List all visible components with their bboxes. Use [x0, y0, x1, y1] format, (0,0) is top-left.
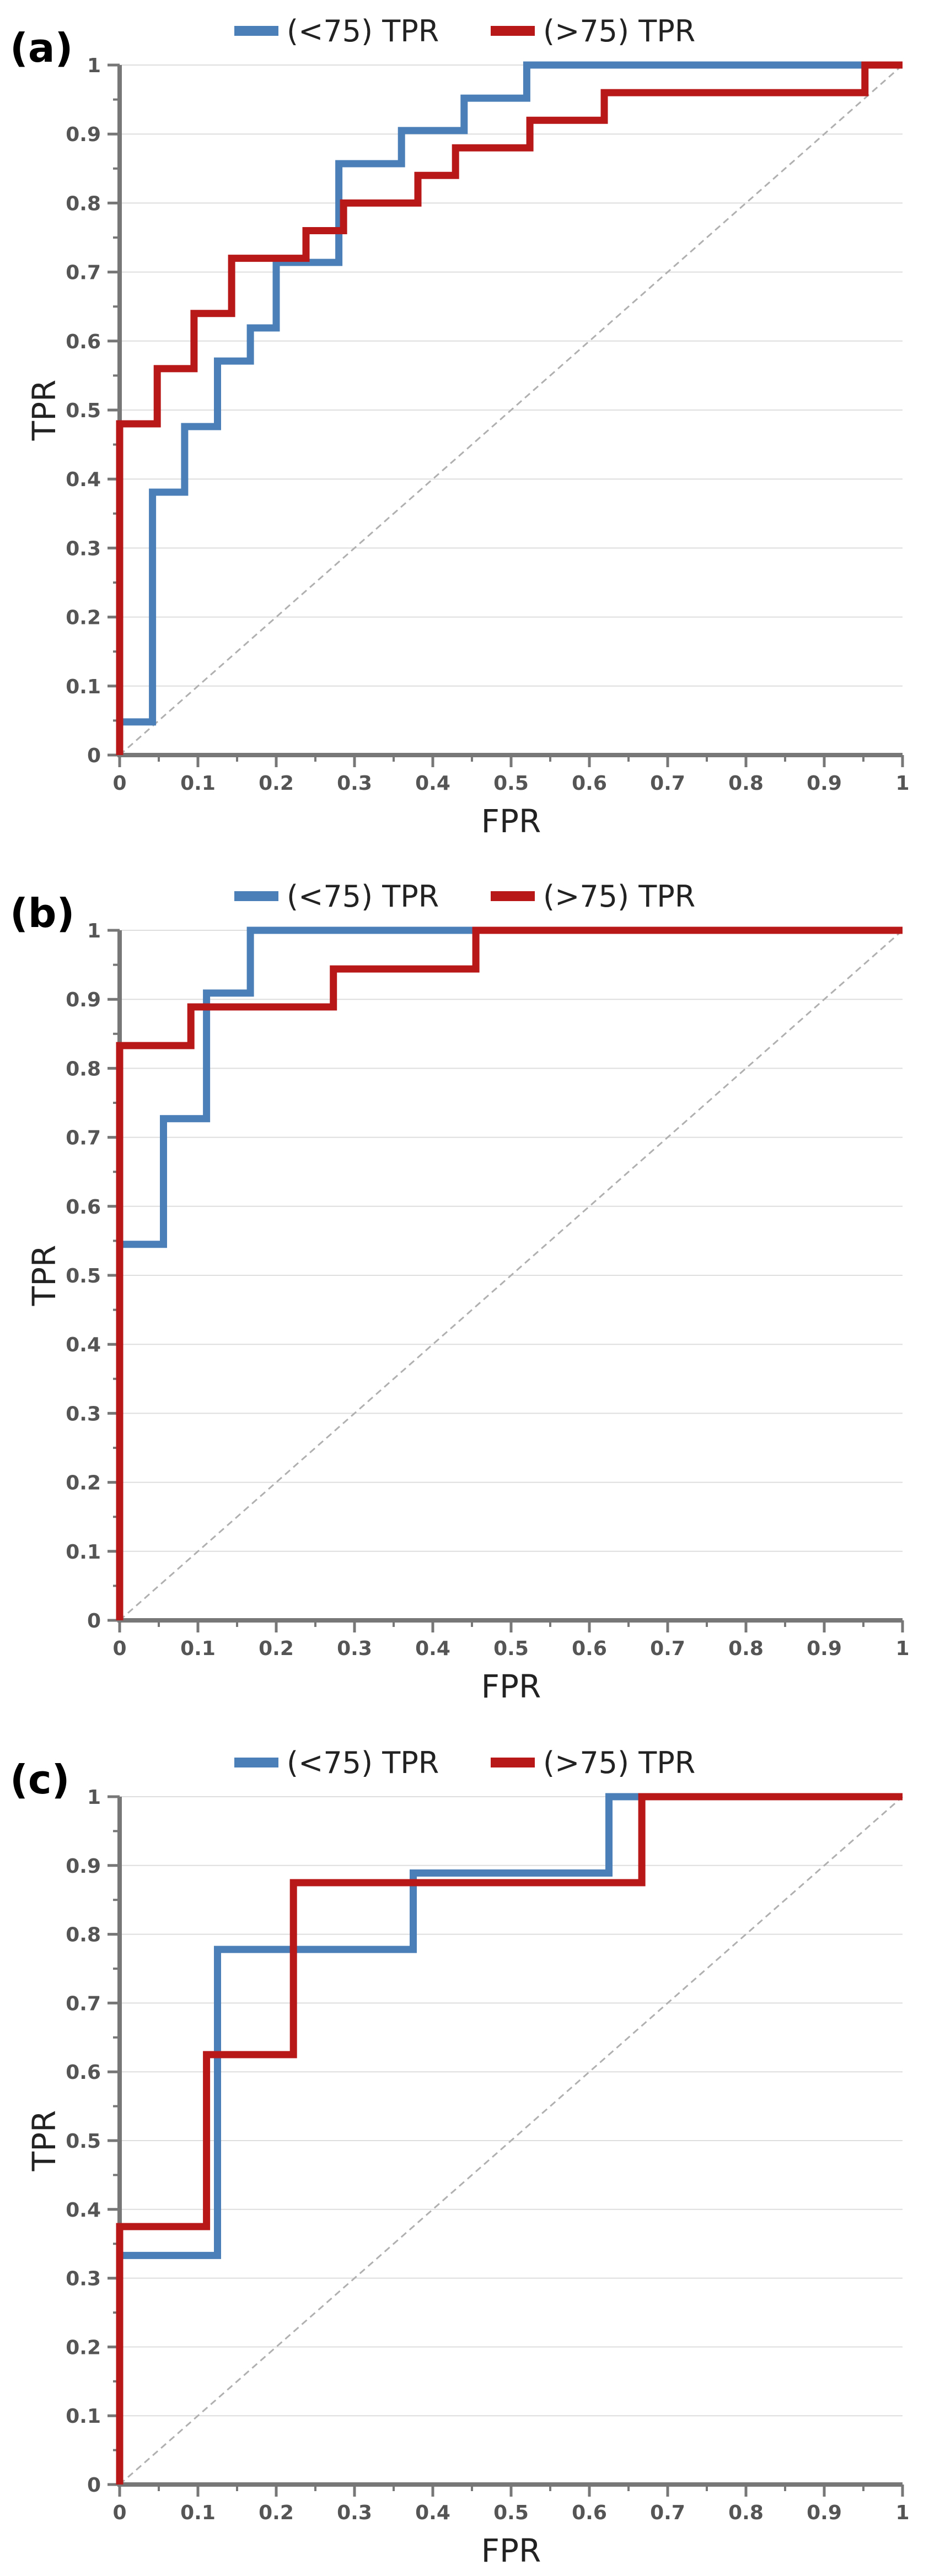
chart1-x-tick-label: 0.7	[650, 1637, 685, 1660]
chart2-panel: 0 0.1 0.2 0.3 0.4 0.5 0.6 0.7 0.8 0.9 1 0 0.1 0.2 0.3 0…	[10, 1745, 910, 2569]
chart0-series-line-0	[116, 61, 903, 755]
chart1-y-tick-label: 0.9	[66, 989, 101, 1011]
chart1-legend-label-0: (<75) TPR	[287, 879, 439, 914]
chart0-x-tick-label: 0.3	[337, 772, 372, 795]
chart2-x-tick-label: 0.3	[337, 2502, 372, 2524]
chart0-y-tick-label: 0.2	[66, 607, 101, 629]
chart1-panel-label: (b)	[10, 890, 74, 936]
chart1-y-axis-label: TPR	[25, 1245, 63, 1307]
chart2-series-line-0	[116, 1793, 903, 2485]
chart1-y-tick-label: 1	[87, 920, 101, 942]
chart2-y-tick-label: 0.8	[66, 1924, 101, 1947]
chart0-y-tick-label: 0.3	[66, 537, 101, 560]
chart2-y-tick-label: 1	[87, 1786, 101, 1809]
chart2-y-tick-label: 0.5	[66, 2130, 101, 2153]
chart1-x-tick-label: 0.8	[728, 1637, 764, 1660]
chart0-panel: 0 0.1 0.2 0.3 0.4 0.5 0.6 0.7 0.8 0.9 1 0 0.1 0.2 0.3 0…	[10, 14, 910, 840]
chart1-y-tick-label: 0.7	[66, 1127, 101, 1150]
chart2-diagonal-reference	[119, 1796, 903, 2486]
chart1-x-tick-label: 0.6	[572, 1637, 607, 1660]
chart0-y-tick-label: 0.7	[66, 262, 101, 284]
chart2-x-tick-label: 0.7	[650, 2502, 685, 2524]
chart1-x-tick-label: 0.4	[415, 1637, 450, 1660]
chart2-y-axis-label: TPR	[25, 2110, 63, 2172]
chart2-y-tick-label: 0.6	[66, 2061, 101, 2084]
chart1-y-tick-label: 0	[87, 1610, 101, 1632]
chart0-y-tick-label: 0.5	[66, 400, 101, 422]
chart0-diagonal-reference	[119, 64, 903, 756]
chart0-legend-label-1: (>75) TPR	[543, 14, 695, 48]
chart1-y-tick-label: 0.5	[66, 1265, 101, 1287]
chart0-x-tick-label: 0.4	[415, 772, 450, 795]
chart0-x-axis-label: FPR	[481, 802, 541, 840]
chart1-x-tick-label: 0.1	[180, 1637, 216, 1660]
chart1-x-tick-label: 0.3	[337, 1637, 372, 1660]
chart2-x-tick-label: 0.1	[180, 2502, 216, 2524]
chart1-x-axis-label: FPR	[481, 1668, 541, 1705]
chart1-legend-label-1: (>75) TPR	[543, 879, 695, 914]
chart1-x-tick-label: 1	[895, 1637, 909, 1660]
chart1-x-tick-label: 0.9	[807, 1637, 842, 1660]
chart2-y-tick-label: 0.9	[66, 1855, 101, 1878]
chart1-x-tick-label: 0	[112, 1637, 126, 1660]
chart1-y-tick-label: 0.8	[66, 1058, 101, 1080]
chart0-y-tick-label: 0.4	[66, 468, 101, 491]
chart0-panel-label: (a)	[10, 25, 73, 71]
chart2-x-tick-label: 0	[112, 2502, 126, 2524]
chart2-y-tick-label: 0	[87, 2474, 101, 2497]
chart2-panel-label: (c)	[10, 1756, 70, 1803]
chart2-y-tick-label: 0.2	[66, 2336, 101, 2359]
chart2-legend-label-0: (<75) TPR	[287, 1745, 439, 1780]
chart2-y-tick-label: 0.1	[66, 2405, 101, 2428]
chart0-y-tick-label: 1	[87, 55, 101, 77]
chart2-series-line-1	[116, 1793, 903, 2485]
chart2-y-tick-label: 0.7	[66, 1992, 101, 2015]
chart1-y-tick-label: 0.4	[66, 1334, 101, 1356]
chart1-series-line-0	[116, 926, 903, 1620]
chart2-x-tick-label: 0.4	[415, 2502, 450, 2524]
chart0-series-line-1	[116, 61, 903, 755]
chart1-y-tick-label: 0.2	[66, 1472, 101, 1495]
chart2-x-tick-label: 0.6	[572, 2502, 607, 2524]
chart0-legend-label-0: (<75) TPR	[287, 14, 439, 48]
chart1-y-tick-label: 0.1	[66, 1541, 101, 1564]
chart0-x-tick-label: 0.7	[650, 772, 685, 795]
chart1-x-tick-label: 0.2	[259, 1637, 294, 1660]
chart0-y-tick-label: 0	[87, 745, 101, 767]
chart2-legend-label-1: (>75) TPR	[543, 1745, 695, 1780]
chart0-x-tick-label: 1	[895, 772, 909, 795]
chart0-x-tick-label: 0.9	[807, 772, 842, 795]
chart1-y-tick-label: 0.3	[66, 1403, 101, 1425]
chart1-series-line-1	[116, 926, 903, 1620]
chart2-x-tick-label: 0.2	[259, 2502, 294, 2524]
chart1-panel: 0 0.1 0.2 0.3 0.4 0.5 0.6 0.7 0.8 0.9 1 0 0.1 0.2 0.3 0…	[10, 879, 910, 1705]
chart0-y-axis-label: TPR	[25, 380, 63, 441]
chart0-y-tick-label: 0.9	[66, 123, 101, 146]
chart2-x-tick-label: 0.5	[493, 2502, 529, 2524]
chart2-x-axis-label: FPR	[481, 2532, 541, 2569]
chart0-x-tick-label: 0.6	[572, 772, 607, 795]
chart0-y-tick-label: 0.8	[66, 192, 101, 215]
chart0-x-tick-label: 0.2	[259, 772, 294, 795]
chart2-y-tick-label: 0.4	[66, 2199, 101, 2222]
chart2-x-tick-label: 0.9	[807, 2502, 842, 2524]
chart0-y-tick-label: 0.6	[66, 331, 101, 353]
chart1-x-tick-label: 0.5	[493, 1637, 529, 1660]
chart1-y-tick-label: 0.6	[66, 1196, 101, 1219]
chart0-x-tick-label: 0.5	[493, 772, 529, 795]
chart2-x-tick-label: 1	[895, 2502, 909, 2524]
chart0-x-tick-label: 0.8	[728, 772, 764, 795]
chart2-y-tick-label: 0.3	[66, 2268, 101, 2291]
chart1-diagonal-reference	[119, 929, 903, 1621]
chart0-y-tick-label: 0.1	[66, 676, 101, 698]
chart0-x-tick-label: 0.1	[180, 772, 216, 795]
chart2-x-tick-label: 0.8	[728, 2502, 764, 2524]
chart0-x-tick-label: 0	[112, 772, 126, 795]
